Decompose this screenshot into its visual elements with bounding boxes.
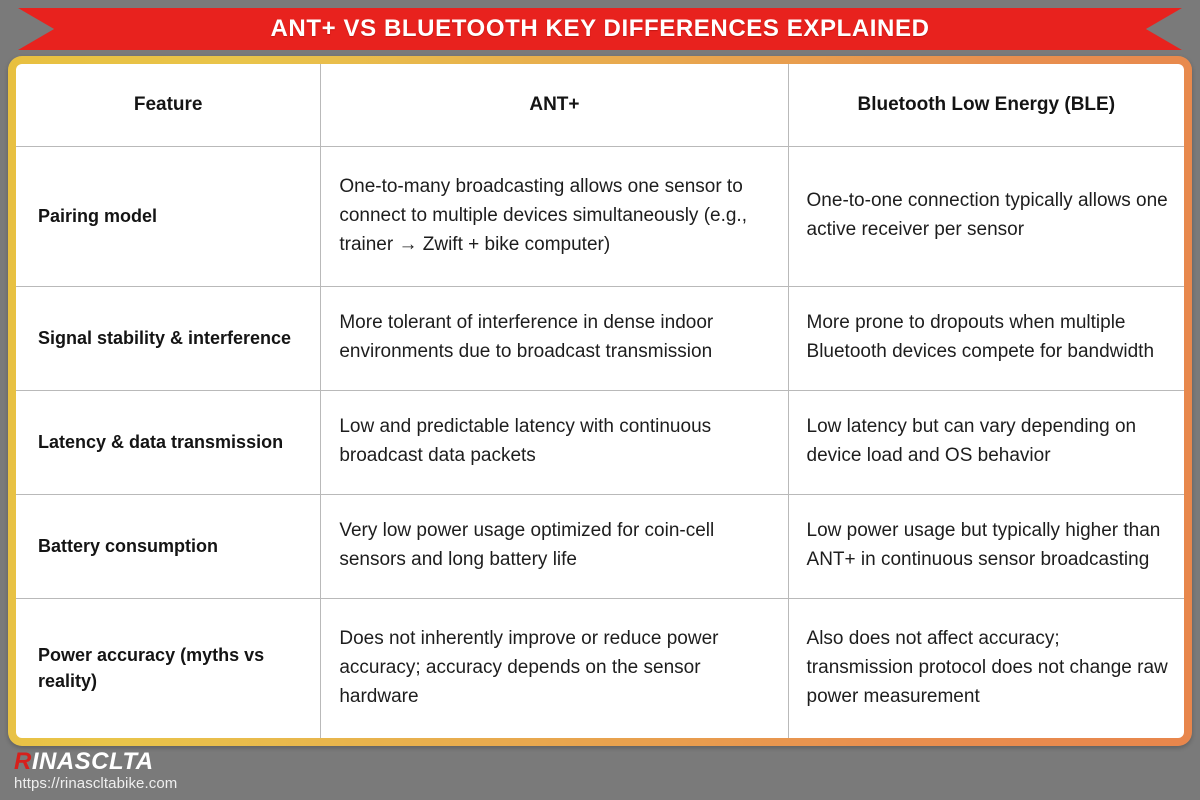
row-ant-value: More tolerant of interference in dense i…: [320, 285, 789, 391]
column-header-ant: ANT+: [320, 64, 789, 147]
row-ant-value: Does not inherently improve or reduce po…: [320, 597, 789, 738]
table-row: Latency & data transmission Low and pred…: [16, 389, 1184, 495]
row-feature-label: Latency & data transmission: [16, 389, 322, 495]
comparison-table: Feature ANT+ Bluetooth Low Energy (BLE) …: [16, 64, 1184, 738]
row-ble-value: Also does not affect accuracy; transmiss…: [787, 597, 1184, 738]
title-ribbon: ANT+ VS BLUETOOTH KEY DIFFERENCES EXPLAI…: [18, 8, 1182, 50]
table-row: Pairing model One-to-many broadcasting a…: [16, 145, 1184, 287]
row-feature-label: Power accuracy (myths vs reality): [16, 597, 322, 738]
table-row: Battery consumption Very low power usage…: [16, 493, 1184, 599]
row-ant-value: Very low power usage optimized for coin-…: [320, 493, 789, 599]
table-row: Signal stability & interference More tol…: [16, 285, 1184, 391]
row-ble-value: More prone to dropouts when multiple Blu…: [787, 285, 1184, 391]
row-feature-label: Battery consumption: [16, 493, 322, 599]
row-ble-value: Low latency but can vary depending on de…: [787, 389, 1184, 495]
logo-initial: R: [14, 747, 32, 775]
table-row: Power accuracy (myths vs reality) Does n…: [16, 597, 1184, 738]
row-feature-label: Signal stability & interference: [16, 285, 322, 391]
logo-wordmark: INASCLTA: [31, 747, 154, 775]
row-ant-value: Low and predictable latency with continu…: [320, 389, 789, 495]
table-header-row: Feature ANT+ Bluetooth Low Energy (BLE): [16, 64, 1184, 147]
row-ant-value: One-to-many broadcasting allows one sens…: [320, 145, 789, 287]
column-header-feature: Feature: [16, 64, 322, 147]
brand-logo: RINASCLTA: [14, 749, 434, 774]
page-title: ANT+ VS BLUETOOTH KEY DIFFERENCES EXPLAI…: [270, 15, 930, 42]
table-header: Feature ANT+ Bluetooth Low Energy (BLE): [16, 64, 1184, 147]
row-ble-value: One-to-one connection typically allows o…: [787, 145, 1184, 287]
site-url: https://rinascltabike.com: [14, 775, 178, 792]
row-ble-value: Low power usage but typically higher tha…: [787, 493, 1184, 599]
ribbon-shape: ANT+ VS BLUETOOTH KEY DIFFERENCES EXPLAI…: [18, 8, 1182, 50]
table-inner: Feature ANT+ Bluetooth Low Energy (BLE) …: [16, 64, 1184, 738]
footer-branding: RINASCLTA https://rinascltabike.com: [14, 749, 434, 792]
table-body: Pairing model One-to-many broadcasting a…: [16, 145, 1184, 738]
column-header-ble: Bluetooth Low Energy (BLE): [787, 64, 1184, 147]
table-frame: Feature ANT+ Bluetooth Low Energy (BLE) …: [8, 56, 1192, 746]
row-feature-label: Pairing model: [16, 145, 322, 287]
